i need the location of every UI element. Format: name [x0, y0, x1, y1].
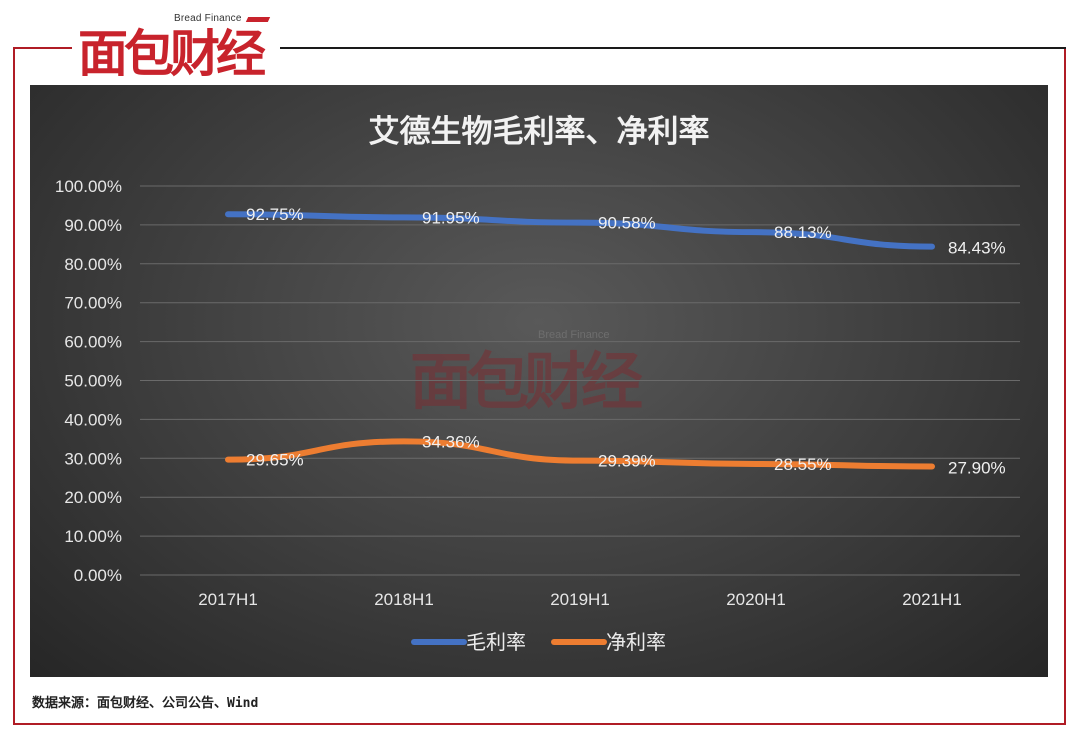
chart-panel: 艾德生物毛利率、净利率 Bread Finance 面包财经 100.00% 90… [30, 85, 1048, 677]
data-point [929, 244, 935, 250]
data-point [929, 463, 935, 469]
data-point [401, 438, 407, 444]
y-tick-label: 30.00% [64, 449, 122, 468]
data-point [577, 458, 583, 464]
x-tick-label: 2017H1 [198, 590, 258, 609]
source-note: 数据来源：面包财经、公司公告、Wind [32, 696, 259, 711]
data-label: 84.43% [948, 239, 1006, 258]
data-point [577, 220, 583, 226]
data-point [401, 214, 407, 220]
x-tick-label: 2020H1 [726, 590, 786, 609]
data-labels: 92.75% 91.95% 90.58% 88.13% 84.43% 29.65% 34.3… [246, 205, 1006, 477]
line-chart: 艾德生物毛利率、净利率 Bread Finance 面包财经 100.00% 90… [55, 114, 1020, 654]
y-tick-label: 90.00% [64, 216, 122, 235]
red-frame [13, 47, 1066, 725]
y-tick-label: 60.00% [64, 333, 122, 352]
data-label: 29.39% [598, 452, 656, 471]
grid-lines [140, 185, 1020, 576]
data-label: 28.55% [774, 455, 832, 474]
legend: 毛利率 净利率 [411, 630, 666, 654]
watermark: Bread Finance 面包财经 [410, 329, 648, 418]
y-tick-label: 40.00% [64, 410, 122, 429]
data-point [753, 229, 759, 235]
brand-logo: Bread Finance 面包财经 [72, 10, 280, 84]
frame-top-rule [277, 47, 1066, 49]
data-point [753, 461, 759, 467]
y-tick-label: 0.00% [74, 566, 122, 585]
y-tick-label: 10.00% [64, 527, 122, 546]
data-label: 88.13% [774, 223, 832, 242]
brand-name-en: Bread Finance [174, 13, 242, 24]
data-point [225, 211, 231, 217]
y-tick-label: 50.00% [64, 372, 122, 391]
brand-accent-slash [245, 17, 271, 22]
y-tick-label: 70.00% [64, 294, 122, 313]
chart-title: 艾德生物毛利率、净利率 [369, 114, 710, 150]
x-axis: 2017H1 2018H1 2019H1 2020H1 2021H1 [198, 590, 962, 609]
y-tick-label: 100.00% [55, 177, 122, 196]
legend-label: 毛利率 [466, 630, 526, 654]
y-tick-label: 80.00% [64, 255, 122, 274]
data-label: 29.65% [246, 451, 304, 470]
data-label: 90.58% [598, 214, 656, 233]
x-tick-label: 2019H1 [550, 590, 610, 609]
y-tick-label: 20.00% [64, 488, 122, 507]
data-label: 91.95% [422, 208, 480, 227]
y-axis: 100.00% 90.00% 80.00% 70.00% 60.00% 50.00% 40.… [55, 177, 122, 585]
data-point [225, 457, 231, 463]
legend-label: 净利率 [606, 630, 666, 654]
data-label: 27.90% [948, 458, 1006, 477]
brand-name-cn: 面包财经 [78, 25, 266, 83]
series-layer [225, 211, 935, 470]
x-tick-label: 2021H1 [902, 590, 962, 609]
x-tick-label: 2018H1 [374, 590, 434, 609]
watermark-en: Bread Finance [538, 329, 610, 341]
watermark-cn: 面包财经 [410, 345, 643, 418]
data-label: 34.36% [422, 432, 480, 451]
data-label: 92.75% [246, 205, 304, 224]
